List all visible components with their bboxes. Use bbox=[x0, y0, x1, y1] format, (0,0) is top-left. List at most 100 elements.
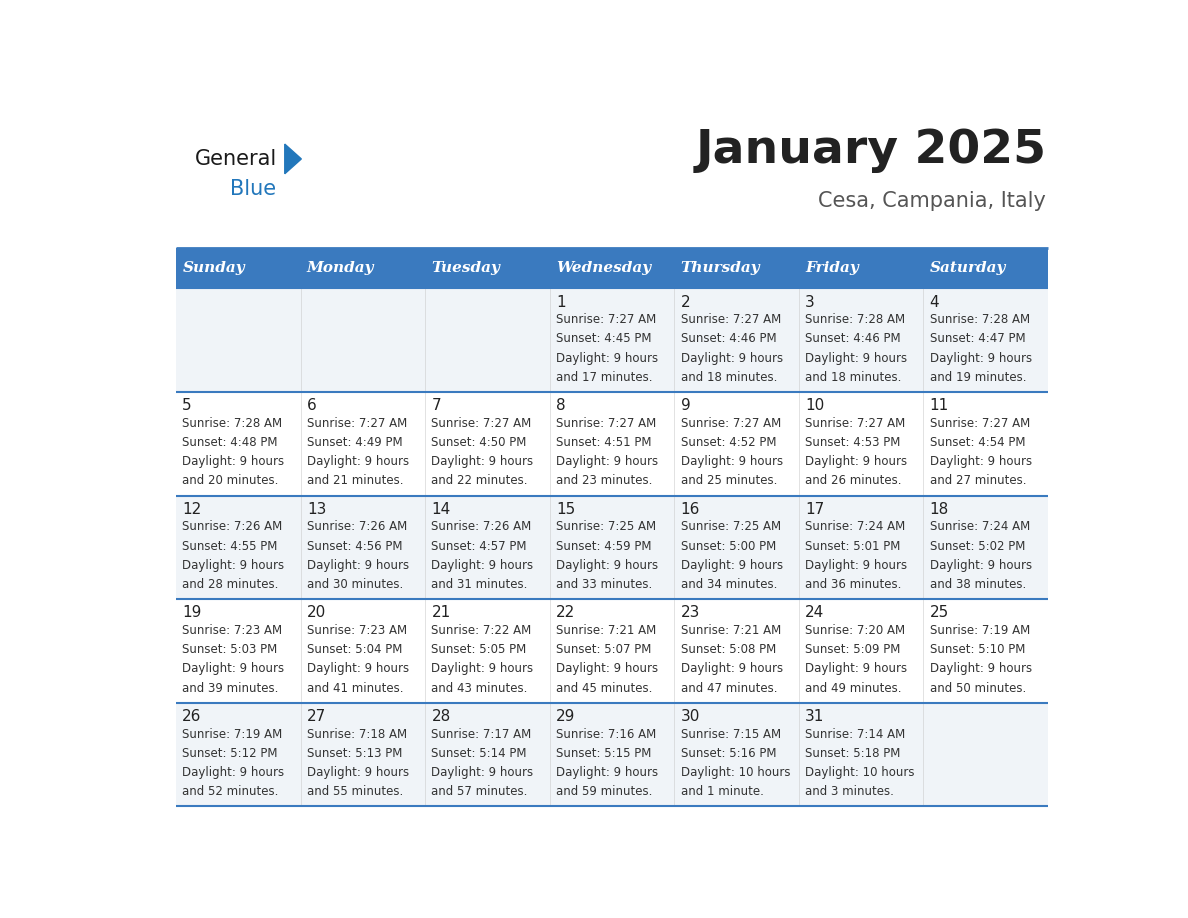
Text: Sunrise: 7:20 AM: Sunrise: 7:20 AM bbox=[805, 624, 905, 637]
Text: Sunrise: 7:27 AM: Sunrise: 7:27 AM bbox=[556, 417, 656, 430]
Text: Sunrise: 7:16 AM: Sunrise: 7:16 AM bbox=[556, 728, 656, 741]
FancyBboxPatch shape bbox=[675, 248, 798, 288]
FancyBboxPatch shape bbox=[176, 599, 1048, 703]
Text: Daylight: 9 hours: Daylight: 9 hours bbox=[930, 559, 1032, 572]
Text: and 1 minute.: and 1 minute. bbox=[681, 785, 764, 798]
Text: 21: 21 bbox=[431, 605, 450, 621]
Text: Daylight: 9 hours: Daylight: 9 hours bbox=[182, 559, 284, 572]
Text: Daylight: 9 hours: Daylight: 9 hours bbox=[431, 766, 533, 779]
Text: Sunrise: 7:21 AM: Sunrise: 7:21 AM bbox=[556, 624, 656, 637]
Text: and 22 minutes.: and 22 minutes. bbox=[431, 475, 527, 487]
Text: Cesa, Campania, Italy: Cesa, Campania, Italy bbox=[819, 192, 1047, 211]
Text: 8: 8 bbox=[556, 398, 565, 413]
Text: Daylight: 9 hours: Daylight: 9 hours bbox=[307, 559, 409, 572]
Text: 14: 14 bbox=[431, 502, 450, 517]
Text: 19: 19 bbox=[182, 605, 202, 621]
Text: Sunrise: 7:28 AM: Sunrise: 7:28 AM bbox=[805, 313, 905, 326]
Text: General: General bbox=[195, 149, 277, 169]
Text: 30: 30 bbox=[681, 709, 700, 724]
Text: 18: 18 bbox=[930, 502, 949, 517]
Text: 7: 7 bbox=[431, 398, 441, 413]
Text: 29: 29 bbox=[556, 709, 575, 724]
Text: Daylight: 9 hours: Daylight: 9 hours bbox=[681, 352, 783, 364]
Text: and 59 minutes.: and 59 minutes. bbox=[556, 785, 652, 798]
Text: Sunset: 4:46 PM: Sunset: 4:46 PM bbox=[805, 332, 901, 345]
Text: Sunset: 4:53 PM: Sunset: 4:53 PM bbox=[805, 436, 901, 449]
Text: Sunrise: 7:26 AM: Sunrise: 7:26 AM bbox=[431, 521, 532, 533]
Text: Sunrise: 7:26 AM: Sunrise: 7:26 AM bbox=[307, 521, 407, 533]
Text: Sunset: 5:04 PM: Sunset: 5:04 PM bbox=[307, 644, 403, 656]
Text: and 19 minutes.: and 19 minutes. bbox=[930, 371, 1026, 384]
Text: 2: 2 bbox=[681, 295, 690, 309]
Text: Sunset: 5:08 PM: Sunset: 5:08 PM bbox=[681, 644, 776, 656]
Text: and 17 minutes.: and 17 minutes. bbox=[556, 371, 652, 384]
Text: and 34 minutes.: and 34 minutes. bbox=[681, 578, 777, 591]
Text: Daylight: 9 hours: Daylight: 9 hours bbox=[182, 455, 284, 468]
Text: Sunrise: 7:24 AM: Sunrise: 7:24 AM bbox=[805, 521, 905, 533]
FancyBboxPatch shape bbox=[301, 248, 425, 288]
Text: 17: 17 bbox=[805, 502, 824, 517]
Text: 25: 25 bbox=[930, 605, 949, 621]
Text: Daylight: 9 hours: Daylight: 9 hours bbox=[431, 559, 533, 572]
Text: Blue: Blue bbox=[229, 179, 276, 198]
Text: Sunrise: 7:27 AM: Sunrise: 7:27 AM bbox=[681, 417, 781, 430]
FancyBboxPatch shape bbox=[176, 703, 1048, 806]
Text: Daylight: 9 hours: Daylight: 9 hours bbox=[556, 663, 658, 676]
Text: Daylight: 9 hours: Daylight: 9 hours bbox=[182, 663, 284, 676]
Text: 3: 3 bbox=[805, 295, 815, 309]
Text: Sunset: 5:09 PM: Sunset: 5:09 PM bbox=[805, 644, 901, 656]
Text: Sunset: 5:13 PM: Sunset: 5:13 PM bbox=[307, 747, 403, 760]
Text: and 3 minutes.: and 3 minutes. bbox=[805, 785, 895, 798]
Text: Sunset: 4:50 PM: Sunset: 4:50 PM bbox=[431, 436, 526, 449]
Text: Sunday: Sunday bbox=[182, 261, 245, 275]
Text: Daylight: 9 hours: Daylight: 9 hours bbox=[431, 455, 533, 468]
FancyBboxPatch shape bbox=[176, 392, 1048, 496]
Text: Daylight: 9 hours: Daylight: 9 hours bbox=[681, 559, 783, 572]
Text: Friday: Friday bbox=[805, 261, 859, 275]
Text: 26: 26 bbox=[182, 709, 202, 724]
FancyBboxPatch shape bbox=[176, 248, 301, 288]
Text: Daylight: 9 hours: Daylight: 9 hours bbox=[556, 352, 658, 364]
Text: Daylight: 9 hours: Daylight: 9 hours bbox=[805, 559, 908, 572]
Text: Daylight: 9 hours: Daylight: 9 hours bbox=[307, 455, 409, 468]
Text: Sunrise: 7:27 AM: Sunrise: 7:27 AM bbox=[805, 417, 905, 430]
Text: and 50 minutes.: and 50 minutes. bbox=[930, 681, 1026, 695]
Text: 15: 15 bbox=[556, 502, 575, 517]
Text: Sunset: 4:48 PM: Sunset: 4:48 PM bbox=[182, 436, 278, 449]
FancyBboxPatch shape bbox=[176, 496, 1048, 599]
Text: and 26 minutes.: and 26 minutes. bbox=[805, 475, 902, 487]
Text: 20: 20 bbox=[307, 605, 327, 621]
Text: Sunrise: 7:24 AM: Sunrise: 7:24 AM bbox=[930, 521, 1030, 533]
Text: Daylight: 10 hours: Daylight: 10 hours bbox=[681, 766, 790, 779]
Text: Sunrise: 7:19 AM: Sunrise: 7:19 AM bbox=[182, 728, 283, 741]
Text: Sunset: 5:14 PM: Sunset: 5:14 PM bbox=[431, 747, 527, 760]
Text: and 57 minutes.: and 57 minutes. bbox=[431, 785, 527, 798]
Text: Sunrise: 7:25 AM: Sunrise: 7:25 AM bbox=[556, 521, 656, 533]
Text: Tuesday: Tuesday bbox=[431, 261, 500, 275]
Text: Sunset: 4:45 PM: Sunset: 4:45 PM bbox=[556, 332, 651, 345]
Text: Daylight: 9 hours: Daylight: 9 hours bbox=[307, 663, 409, 676]
Text: 24: 24 bbox=[805, 605, 824, 621]
Text: Sunrise: 7:17 AM: Sunrise: 7:17 AM bbox=[431, 728, 532, 741]
Text: Sunset: 5:16 PM: Sunset: 5:16 PM bbox=[681, 747, 776, 760]
Text: and 28 minutes.: and 28 minutes. bbox=[182, 578, 279, 591]
Text: Daylight: 9 hours: Daylight: 9 hours bbox=[556, 455, 658, 468]
Text: Monday: Monday bbox=[307, 261, 374, 275]
Text: Sunrise: 7:15 AM: Sunrise: 7:15 AM bbox=[681, 728, 781, 741]
Text: Sunset: 4:55 PM: Sunset: 4:55 PM bbox=[182, 540, 278, 553]
Text: Daylight: 9 hours: Daylight: 9 hours bbox=[805, 455, 908, 468]
Text: Daylight: 9 hours: Daylight: 9 hours bbox=[805, 663, 908, 676]
Text: Sunrise: 7:27 AM: Sunrise: 7:27 AM bbox=[307, 417, 407, 430]
Text: and 30 minutes.: and 30 minutes. bbox=[307, 578, 403, 591]
Text: Sunset: 5:12 PM: Sunset: 5:12 PM bbox=[182, 747, 278, 760]
Text: 1: 1 bbox=[556, 295, 565, 309]
FancyBboxPatch shape bbox=[550, 248, 675, 288]
Text: 16: 16 bbox=[681, 502, 700, 517]
Text: Daylight: 9 hours: Daylight: 9 hours bbox=[930, 352, 1032, 364]
Text: and 47 minutes.: and 47 minutes. bbox=[681, 681, 777, 695]
Text: Sunrise: 7:21 AM: Sunrise: 7:21 AM bbox=[681, 624, 781, 637]
Text: Sunrise: 7:18 AM: Sunrise: 7:18 AM bbox=[307, 728, 407, 741]
Text: Sunrise: 7:14 AM: Sunrise: 7:14 AM bbox=[805, 728, 905, 741]
Text: and 27 minutes.: and 27 minutes. bbox=[930, 475, 1026, 487]
Text: and 39 minutes.: and 39 minutes. bbox=[182, 681, 279, 695]
